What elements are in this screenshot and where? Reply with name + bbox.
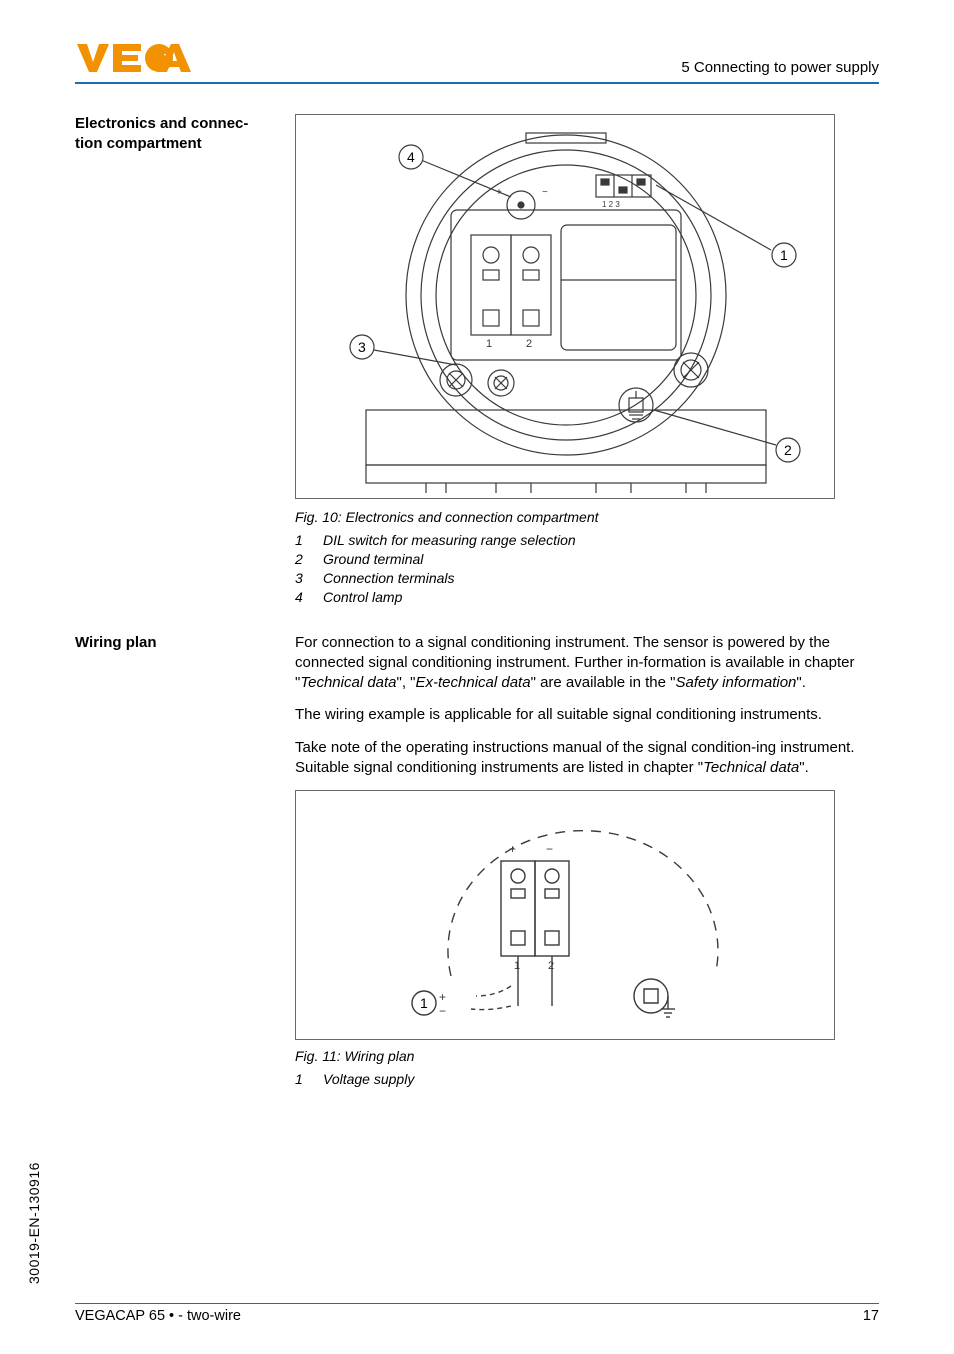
svg-text:2: 2 (526, 338, 532, 350)
svg-text:1 2 3: 1 2 3 (602, 200, 620, 209)
footer-product: VEGACAP 65 • - two-wire (75, 1308, 241, 1324)
svg-text:−: − (546, 842, 553, 856)
figure-11-caption: Fig. 11: Wiring plan (295, 1048, 879, 1064)
document-id-vertical: 30019-EN-130916 (26, 1162, 42, 1284)
sidebar-heading-electronics: Electronics and connec- tion compartment (75, 114, 275, 153)
figure-11-legend: 1Voltage supply (295, 1070, 879, 1089)
svg-text:1: 1 (514, 960, 520, 972)
svg-text:2: 2 (548, 960, 554, 972)
svg-text:2: 2 (784, 442, 792, 458)
svg-text:+: + (439, 990, 446, 1004)
figure-10-legend: 1DIL switch for measuring range selectio… (295, 531, 879, 607)
figure-10-caption: Fig. 10: Electronics and connection comp… (295, 509, 879, 525)
figure-11: + − 1 2 (295, 790, 835, 1040)
wiring-para-1: For connection to a signal conditioning … (295, 633, 879, 694)
svg-text:1: 1 (780, 247, 788, 263)
svg-text:−: − (542, 187, 548, 198)
svg-text:4: 4 (407, 149, 415, 165)
header-rule (75, 82, 879, 84)
wiring-para-2: The wiring example is applicable for all… (295, 705, 879, 725)
sidebar-heading-wiring: Wiring plan (75, 633, 275, 653)
svg-text:1: 1 (420, 995, 428, 1011)
header-section-label: 5 Connecting to power supply (681, 59, 879, 76)
wiring-para-3: Take note of the operating instructions … (295, 738, 879, 779)
svg-text:−: − (439, 1004, 446, 1018)
brand-logo (75, 40, 195, 76)
svg-text:1: 1 (486, 338, 492, 350)
footer-rule (75, 1303, 879, 1304)
figure-10: 1 2 3 + − 1 (295, 114, 835, 499)
svg-text:3: 3 (358, 339, 366, 355)
svg-text:+: + (509, 842, 516, 856)
footer-page-number: 17 (863, 1308, 879, 1324)
